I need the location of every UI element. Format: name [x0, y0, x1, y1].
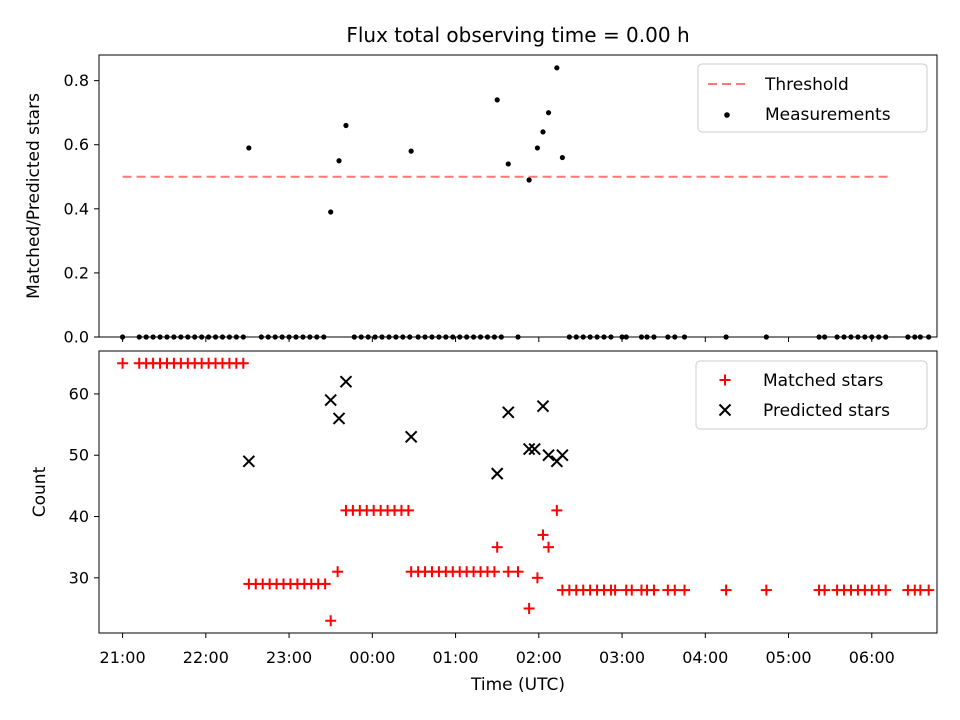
matched-star-point [531, 572, 543, 584]
matched-star-point [319, 578, 331, 590]
measurement-point [494, 97, 500, 103]
legend-measurements-label: Measurements [765, 105, 891, 125]
bottom-ytick-label: 50 [69, 446, 89, 465]
matched-star-point [678, 584, 690, 596]
matched-star-point [880, 584, 892, 596]
bottom-legend: Matched stars Predicted stars [695, 360, 928, 430]
top-ytick-label: 0.6 [64, 135, 89, 154]
measurement-point [534, 145, 541, 151]
measurement-point [554, 65, 560, 71]
measurement-points [119, 65, 932, 340]
top-legend-box [697, 63, 928, 133]
measurement-point [540, 129, 546, 135]
legend-predicted-label: Predicted stars [763, 401, 890, 421]
matched-star-point [543, 541, 555, 553]
bottom-xlabel: Time (UTC) [470, 675, 565, 695]
predicted-star-point [536, 399, 550, 413]
top-ytick-label: 0.8 [64, 71, 89, 90]
bottom-xtick-label: 04:00 [682, 648, 728, 667]
top-ytick-label: 0.4 [64, 199, 89, 218]
legend-predicted-swatch [718, 403, 732, 417]
predicted-star-point [324, 393, 337, 407]
matched-star-point [760, 584, 772, 596]
matched-star-point [491, 541, 503, 553]
matched-star-point [117, 357, 129, 369]
measurement-point [246, 145, 252, 151]
predicted-star-point [242, 455, 256, 468]
predicted-star-point [490, 467, 504, 480]
chart-title: Flux total observing time = 0.00 h [346, 23, 689, 47]
matched-star-point [332, 566, 344, 578]
predicted-star-point [542, 449, 555, 462]
matched-star-point [923, 584, 935, 596]
bottom-ytick-label: 30 [69, 568, 89, 587]
bottom-xtick-label: 05:00 [765, 648, 811, 667]
top-axes-frame [98, 54, 938, 338]
measurement-point [526, 177, 532, 183]
measurement-point [336, 158, 342, 164]
matched-star-point [720, 584, 732, 596]
predicted-star-point [332, 412, 346, 425]
bottom-ytick-label: 60 [69, 384, 89, 403]
bottom-legend-box [695, 360, 928, 430]
bottom-xtick-label: 22:00 [183, 648, 229, 667]
matched-star-point [609, 584, 621, 596]
bottom-axes-frame [98, 350, 938, 634]
legend-x-marker [718, 403, 732, 417]
matched-star-point [551, 504, 563, 516]
bottom-xtick-label: 06:00 [849, 648, 895, 667]
matched-star-points [117, 357, 935, 627]
bottom-xtick-label: 21:00 [100, 648, 146, 667]
matched-star-point [669, 584, 681, 596]
legend-threshold-label: Threshold [764, 75, 849, 95]
top-ylabel: Matched/Predicted stars [24, 93, 44, 299]
bottom-ytick-label: 40 [69, 507, 89, 526]
matched-star-point [402, 504, 414, 516]
measurement-point [559, 154, 565, 161]
measurement-point [328, 209, 334, 215]
matched-star-point [648, 584, 660, 596]
predicted-star-point [404, 430, 418, 444]
legend-measurements-swatch [724, 112, 730, 118]
bottom-xtick-label: 23:00 [266, 648, 312, 667]
bottom-xtick-label: 01:00 [433, 648, 479, 667]
matched-star-point [512, 566, 524, 578]
bottom-xtick-label: 00:00 [349, 648, 395, 667]
matched-star-point [537, 529, 549, 541]
matched-star-point [819, 584, 831, 596]
legend-plus-marker [719, 374, 731, 386]
legend-matched-swatch [719, 374, 731, 386]
legend-matched-label: Matched stars [763, 371, 883, 391]
matched-star-point [626, 584, 638, 596]
bottom-ylabel: Count [30, 466, 50, 517]
bottom-xtick-label: 02:00 [516, 648, 562, 667]
bottom-xtick-label: 03:00 [599, 648, 645, 667]
measurement-point [545, 110, 552, 116]
matched-star-point [502, 566, 514, 578]
measurement-point [343, 122, 349, 129]
predicted-star-point [556, 449, 569, 462]
matched-star-point [523, 602, 535, 614]
top-ytick-label: 0.2 [64, 263, 89, 282]
predicted-star-point [528, 442, 541, 456]
measurement-point [505, 161, 511, 167]
matched-star-point [488, 566, 500, 578]
predicted-star-point [502, 406, 515, 419]
matched-star-point [325, 615, 337, 627]
predicted-star-point [522, 442, 536, 456]
bottom-panel: 30 40 50 60 21:00 22:00 23:00 00:00 01:00 02:00 03… [30, 350, 938, 695]
matched-star-point [237, 357, 249, 369]
measurement-point [408, 148, 414, 154]
top-legend: Threshold Measurements [697, 63, 928, 133]
bottom-ticks: 30 40 50 60 21:00 22:00 23:00 00:00 01:00 02:00 03… [69, 384, 895, 667]
top-ytick-label: 0.0 [64, 328, 89, 347]
predicted-star-point [339, 375, 353, 388]
predicted-star-points [242, 375, 569, 480]
top-panel: 0.00.20.40.60.8 Matched/Predicted stars … [24, 54, 938, 347]
